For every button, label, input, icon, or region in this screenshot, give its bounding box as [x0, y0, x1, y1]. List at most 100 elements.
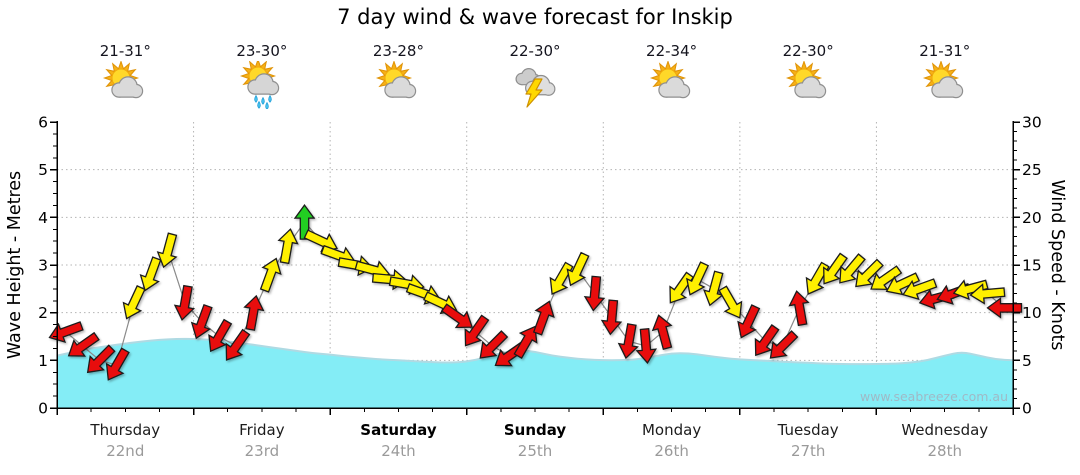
day-label: Wednesday 28th [876, 421, 1013, 460]
wind-arrow [440, 303, 474, 329]
wind-tick-label: 30 [1022, 114, 1042, 132]
day-temp-range: 22-30° [782, 42, 834, 60]
wind-arrow [513, 325, 538, 360]
wave-area [57, 338, 1013, 408]
storm-icon [515, 68, 556, 108]
wave-tick-label: 1 [38, 352, 48, 370]
wave-tick-label: 0 [38, 400, 48, 418]
day-label: Friday 23rd [194, 421, 331, 460]
day-name: Tuesday [777, 421, 839, 439]
wave-tick-label: 6 [38, 114, 48, 132]
day-header: 23-30° [194, 42, 331, 113]
wind-arrow [902, 278, 938, 301]
sun-cloud-icon [649, 59, 690, 99]
day-date: 24th [381, 442, 416, 460]
wind-arrow [870, 265, 903, 291]
wind-arrow [259, 257, 282, 293]
wind-tick-label: 10 [1022, 304, 1042, 322]
day-label: Sunday 25th [467, 421, 604, 460]
wind-arrow [479, 330, 509, 359]
day-temp-range: 22-34° [646, 42, 698, 60]
wind-arrow [823, 252, 848, 285]
wind-arrow [139, 256, 162, 292]
wind-arrow [225, 328, 251, 361]
wind-arrow [566, 251, 590, 287]
sun-cloud-icon [376, 59, 417, 99]
wind-arrow [48, 321, 84, 343]
day-header: 21-31° [57, 42, 194, 113]
day-label: Monday 26th [603, 421, 740, 460]
wind-arrow [208, 318, 233, 353]
wind-arrow [583, 275, 606, 312]
wind-arrow [173, 284, 196, 321]
wave-tick-label: 3 [38, 257, 48, 275]
day-temp-range: 23-28° [372, 42, 424, 60]
wind-arrows [48, 203, 1023, 381]
wind-arrow [952, 279, 989, 301]
day-header: 23-28° [330, 42, 467, 113]
wind-tick-label: 5 [1022, 352, 1032, 370]
wind-tick-label: 15 [1022, 257, 1042, 275]
day-date: 26th [654, 442, 689, 460]
day-name: Sunday [503, 421, 567, 439]
day-name: Wednesday [901, 421, 989, 439]
day-name: Thursday [90, 421, 161, 439]
wind-tick-label: 20 [1022, 209, 1042, 227]
day-label: Saturday 24th [330, 421, 467, 460]
wind-arrow [969, 283, 1006, 305]
wave-tick-label: 2 [38, 304, 48, 322]
day-date: 23rd [244, 442, 280, 460]
wind-arrow [532, 300, 555, 336]
wind-arrow [86, 344, 116, 374]
sun-cloud-icon [786, 59, 827, 99]
wind-tick-label: 0 [1022, 400, 1032, 418]
wind-arrow [243, 294, 265, 331]
day-header: 22-30° [740, 42, 877, 113]
wind-arrow [156, 232, 178, 269]
wind-arrow [839, 253, 866, 284]
wind-arrow [293, 203, 316, 240]
day-label: Tuesday 27th [740, 421, 877, 460]
wave-axis-label: Wave Height - Metres [5, 170, 25, 360]
wind-arrow [855, 258, 884, 288]
wind-arrow [600, 299, 623, 336]
wind-arrow [986, 297, 1023, 319]
day-name: Saturday [360, 421, 437, 439]
day-temp-range: 21-31° [919, 42, 971, 60]
wind-tick-label: 25 [1022, 161, 1042, 179]
wind-arrow [769, 330, 799, 359]
day-header: 21-31° [876, 42, 1013, 113]
day-date: 27th [790, 442, 826, 460]
day-date: 25th [517, 442, 553, 460]
wind-arrow [737, 304, 761, 339]
wave-tick-label: 4 [38, 209, 48, 227]
wind-arrow [464, 314, 490, 347]
wind-arrow [277, 228, 299, 265]
day-label: Thursday 22nd [57, 421, 194, 460]
day-temp-range: 22-30° [509, 42, 561, 60]
watermark: www.seabreeze.com.au [860, 389, 1008, 404]
wind-arrow [651, 314, 673, 351]
wind-arrow [67, 331, 100, 357]
wind-arrow [190, 303, 213, 340]
wind-arrow [635, 327, 658, 365]
wave-tick-label: 5 [38, 161, 48, 179]
day-date: 22nd [106, 442, 145, 460]
day-temp-range: 21-31° [99, 42, 151, 60]
day-header: 22-30° [467, 42, 604, 113]
sun-cloud-rain-icon [239, 57, 280, 110]
wind-axis-label: Wind Speed - Knots [1047, 179, 1067, 351]
day-name: Monday [641, 421, 702, 439]
day-date: 28th [927, 442, 962, 460]
wind-arrow [105, 347, 130, 381]
sun-cloud-icon [922, 59, 963, 99]
chart-title: 7 day wind & wave forecast for Inskip [337, 5, 733, 29]
day-headers: 21-31° 23-30° 23-28° 22-30° 22-34° 22-30… [57, 42, 1013, 113]
wind-arrow [303, 229, 339, 253]
day-labels: Thursday 22nd Friday 23rd Saturday 24th … [57, 421, 1013, 460]
day-name: Friday [239, 421, 285, 439]
wind-arrow [617, 323, 639, 360]
wind-arrow [754, 324, 780, 357]
